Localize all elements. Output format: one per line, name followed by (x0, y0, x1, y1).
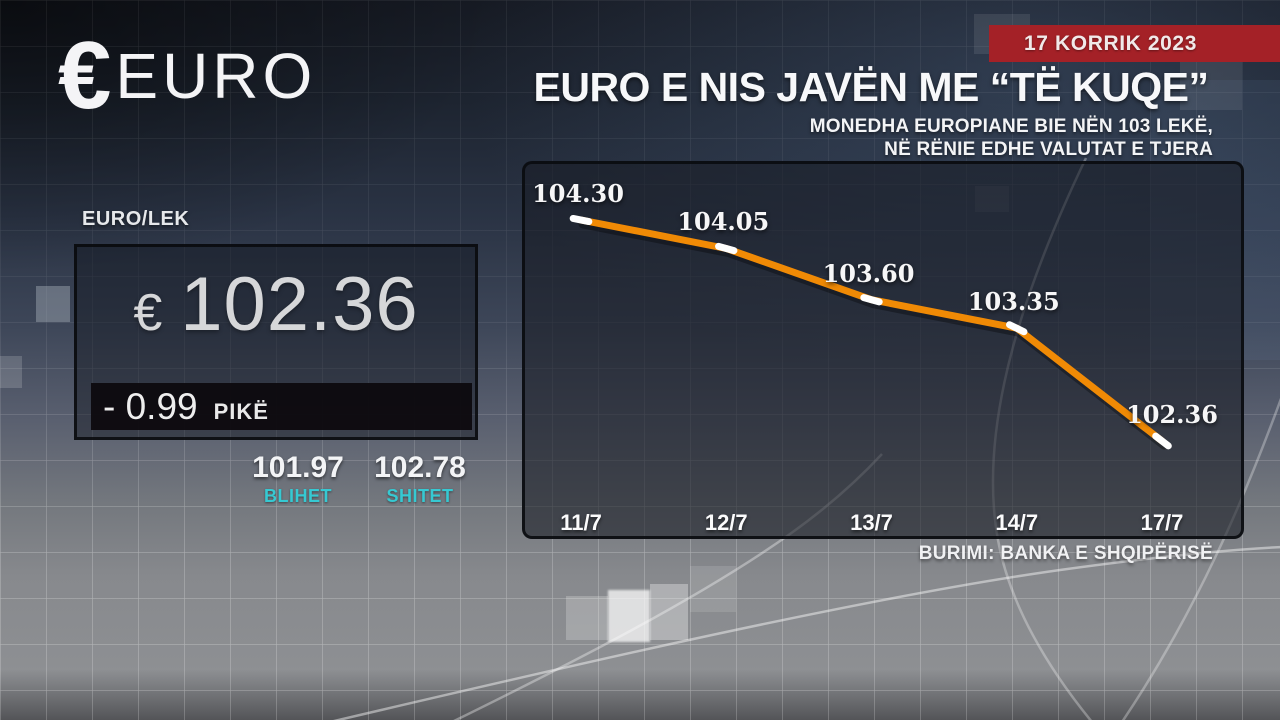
date-badge: 17 KORRIK 2023 (989, 25, 1280, 62)
background-block (36, 286, 70, 322)
rate-box: € 102.36 - 0.99 PIKË (74, 244, 478, 440)
euro-logo: € EURO (58, 22, 317, 129)
rate-value: € 102.36 (77, 261, 475, 348)
exchange-rate-chart (569, 214, 1172, 450)
background-block (690, 566, 736, 612)
euro-currency-icon: € (58, 22, 112, 129)
axis-tick-label: 13/7 (850, 510, 893, 535)
headline: EURO E NIS JAVËN ME “TË KUQE” (533, 64, 1209, 110)
change-value: - 0.99 (103, 386, 198, 427)
point-label: 104.30 (532, 179, 624, 208)
source-credit: BURIMI: BANKA E SHQIPËRISË (918, 543, 1213, 564)
buy-quote: 101.97 BLIHET (228, 451, 368, 507)
background-block (0, 356, 22, 388)
axis-tick-label: 11/7 (560, 510, 602, 535)
sell-quote: 102.78 SHITET (350, 451, 490, 507)
axis-tick-label: 17/7 (1140, 510, 1184, 535)
sell-label: SHITET (386, 486, 454, 506)
axis-tick-label: 12/7 (704, 510, 748, 535)
background-block (566, 596, 608, 640)
chart-marker (1152, 432, 1172, 450)
chart-panel: 104.30 11/7 104.05 12/7 103.60 13/7 103.35 14/7… (522, 161, 1244, 539)
point-label: 102.36 (1126, 400, 1218, 429)
background-block (650, 584, 688, 640)
background-block (1180, 62, 1242, 110)
buy-label: BLIHET (264, 486, 332, 506)
chart-labels-layer: 104.30 11/7 104.05 12/7 103.60 13/7 103.35 14/7… (525, 164, 1241, 536)
sell-value: 102.78 (374, 451, 466, 484)
logo-text: EURO (115, 40, 317, 112)
change-unit: PIKË (213, 399, 269, 424)
buy-value: 101.97 (252, 451, 344, 484)
background-highlight-block (608, 590, 650, 642)
currency-pair-label: EURO/LEK (82, 208, 190, 230)
rate-number: 102.36 (180, 262, 419, 347)
axis-tick-label: 14/7 (995, 510, 1039, 535)
chart-marker (569, 214, 593, 226)
euro-symbol: € (133, 284, 163, 342)
subheadline: MONEDHA EUROPIANE BIE NËN 103 LEKË, NË R… (810, 115, 1213, 161)
point-label: 104.05 (677, 207, 770, 237)
rate-change-strip: - 0.99 PIKË (91, 383, 472, 430)
point-label: 103.35 (967, 287, 1060, 317)
chart-marker (860, 294, 883, 306)
subheadline-line1: MONEDHA EUROPIANE BIE NËN 103 LEKË, (809, 116, 1213, 137)
chart-marker (1006, 321, 1028, 336)
subheadline-line2: NË RËNIE EDHE VALUTAT E TJERA (884, 139, 1213, 160)
point-label: 103.60 (822, 258, 915, 288)
chart-marker (715, 242, 738, 255)
